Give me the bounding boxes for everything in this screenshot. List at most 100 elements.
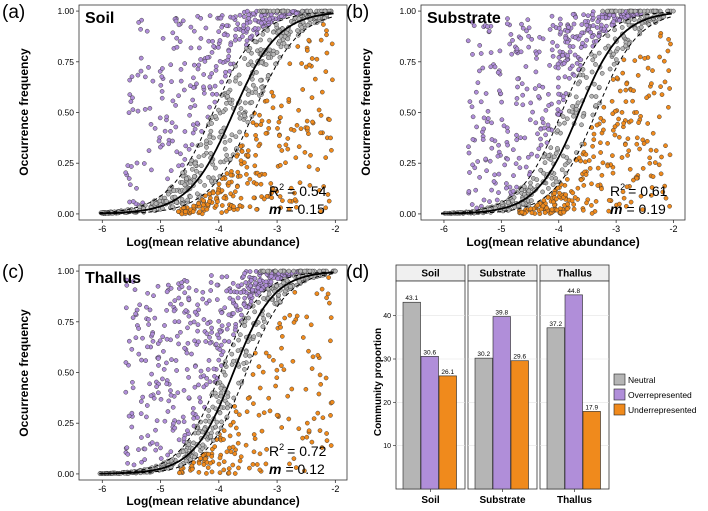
scatter-point-underrepresented bbox=[605, 163, 611, 169]
scatter-point-underrepresented bbox=[250, 120, 256, 125]
scatter-point-overrepresented bbox=[572, 35, 578, 40]
scatter-point-underrepresented bbox=[598, 150, 603, 155]
scatter-point-overrepresented bbox=[182, 157, 188, 162]
x-tick-label: -5 bbox=[157, 484, 165, 494]
scatter-point-overrepresented bbox=[505, 129, 511, 134]
scatter-point-overrepresented bbox=[484, 168, 489, 174]
scatter-point-underrepresented bbox=[279, 363, 284, 368]
scatter-point-underrepresented bbox=[266, 126, 272, 131]
x-tick-label: -2 bbox=[331, 484, 339, 494]
scatter-point-overrepresented bbox=[252, 17, 258, 23]
scatter-point-overrepresented bbox=[192, 364, 198, 369]
scatter-point-underrepresented bbox=[268, 181, 274, 186]
scatter-point-overrepresented bbox=[589, 34, 595, 40]
scatter-point-underrepresented bbox=[270, 93, 276, 99]
scatter-point-overrepresented bbox=[131, 462, 137, 468]
scatter-point-neutral bbox=[277, 38, 283, 44]
scatter-point-overrepresented bbox=[510, 188, 516, 194]
scatter-point-overrepresented bbox=[136, 447, 141, 452]
scatter-point-neutral bbox=[263, 62, 269, 67]
scatter-point-overrepresented bbox=[187, 112, 192, 118]
scatter-point-underrepresented bbox=[647, 155, 653, 161]
scatter-point-overrepresented bbox=[126, 413, 132, 419]
scatter-point-neutral bbox=[194, 191, 200, 197]
scatter-point-underrepresented bbox=[308, 152, 313, 158]
panel-c-y-axis: 0.00 0.25 0.50 0.75 1.00 bbox=[57, 266, 79, 479]
scatter-point-underrepresented bbox=[286, 206, 292, 212]
scatter-point-neutral bbox=[553, 150, 559, 156]
scatter-point-overrepresented bbox=[168, 301, 173, 307]
scatter-point-underrepresented bbox=[215, 199, 220, 205]
scatter-point-overrepresented bbox=[567, 66, 573, 72]
scatter-point-underrepresented bbox=[228, 422, 233, 428]
scatter-point-underrepresented bbox=[264, 98, 270, 104]
scatter-point-underrepresented bbox=[258, 181, 264, 187]
panel-a-fit-curves bbox=[99, 11, 334, 215]
scatter-point-overrepresented bbox=[209, 273, 214, 278]
scatter-point-underrepresented bbox=[328, 135, 333, 141]
scatter-point-overrepresented bbox=[164, 336, 170, 342]
scatter-point-underrepresented bbox=[571, 206, 577, 212]
scatter-point-overrepresented bbox=[230, 15, 236, 21]
scatter-point-neutral bbox=[199, 163, 204, 169]
scatter-point-overrepresented bbox=[499, 99, 504, 105]
scatter-point-underrepresented bbox=[328, 338, 333, 344]
scatter-point-neutral bbox=[596, 84, 602, 90]
bar-overrepresented bbox=[420, 356, 439, 490]
scatter-point-neutral bbox=[246, 315, 251, 321]
scatter-point-underrepresented bbox=[545, 195, 551, 200]
scatter-point-overrepresented bbox=[142, 107, 148, 112]
scatter-point-overrepresented bbox=[534, 56, 539, 61]
scatter-point-underrepresented bbox=[624, 81, 629, 87]
scatter-point-underrepresented bbox=[576, 155, 582, 161]
scatter-point-underrepresented bbox=[312, 76, 318, 82]
scatter-point-overrepresented bbox=[182, 129, 188, 134]
scatter-point-overrepresented bbox=[168, 168, 174, 173]
scatter-point-overrepresented bbox=[523, 164, 529, 170]
scatter-point-overrepresented bbox=[226, 48, 232, 54]
scatter-point-overrepresented bbox=[185, 428, 190, 434]
scatter-point-neutral bbox=[273, 268, 279, 274]
scatter-point-neutral bbox=[225, 94, 230, 99]
scatter-point-underrepresented bbox=[226, 470, 232, 476]
panel-a-soil: 0.00 0.25 0.50 0.75 1.00 -6 -5 -4 -3 -2 (a) Soil… bbox=[2, 2, 348, 249]
scatter-point-overrepresented bbox=[160, 334, 166, 340]
scatter-point-neutral bbox=[564, 144, 570, 150]
scatter-point-underrepresented bbox=[176, 209, 181, 214]
scatter-point-neutral bbox=[256, 332, 261, 337]
scatter-point-overrepresented bbox=[579, 22, 585, 27]
scatter-point-underrepresented bbox=[287, 198, 293, 204]
scatter-point-overrepresented bbox=[147, 381, 152, 387]
scatter-point-overrepresented bbox=[596, 33, 601, 39]
bar-value-label: 29.6 bbox=[513, 354, 526, 361]
scatter-point-underrepresented bbox=[306, 37, 312, 43]
scatter-point-underrepresented bbox=[296, 144, 302, 149]
scatter-point-underrepresented bbox=[231, 204, 236, 209]
scatter-point-neutral bbox=[256, 300, 261, 305]
scatter-point-overrepresented bbox=[196, 339, 201, 345]
scatter-point-overrepresented bbox=[129, 346, 135, 352]
scatter-point-underrepresented bbox=[271, 357, 276, 363]
scatter-point-overrepresented bbox=[178, 151, 183, 157]
scatter-point-underrepresented bbox=[269, 195, 275, 201]
scatter-point-underrepresented bbox=[570, 190, 576, 196]
scatter-point-overrepresented bbox=[483, 91, 489, 96]
scatter-point-underrepresented bbox=[606, 208, 612, 214]
scatter-point-overrepresented bbox=[159, 89, 165, 94]
scatter-point-overrepresented bbox=[168, 128, 173, 134]
scatter-point-neutral bbox=[619, 25, 625, 30]
scatter-point-overrepresented bbox=[582, 19, 588, 24]
scatter-point-neutral bbox=[553, 179, 559, 185]
scatter-point-overrepresented bbox=[166, 141, 172, 147]
scatter-point-overrepresented bbox=[469, 202, 475, 207]
scatter-point-overrepresented bbox=[216, 357, 222, 363]
scatter-point-overrepresented bbox=[176, 319, 182, 325]
scatter-point-neutral bbox=[514, 190, 520, 195]
panel-b-substrate: 0.00 0.25 0.50 0.75 1.00 -6 -5 -4 -3 -2 (b) Subs… bbox=[346, 2, 686, 249]
scatter-point-overrepresented bbox=[469, 104, 475, 110]
scatter-point-neutral bbox=[213, 113, 218, 119]
scatter-point-underrepresented bbox=[257, 173, 262, 178]
scatter-point-neutral bbox=[204, 138, 209, 144]
scatter-point-neutral bbox=[521, 184, 527, 189]
scatter-point-overrepresented bbox=[140, 335, 145, 341]
